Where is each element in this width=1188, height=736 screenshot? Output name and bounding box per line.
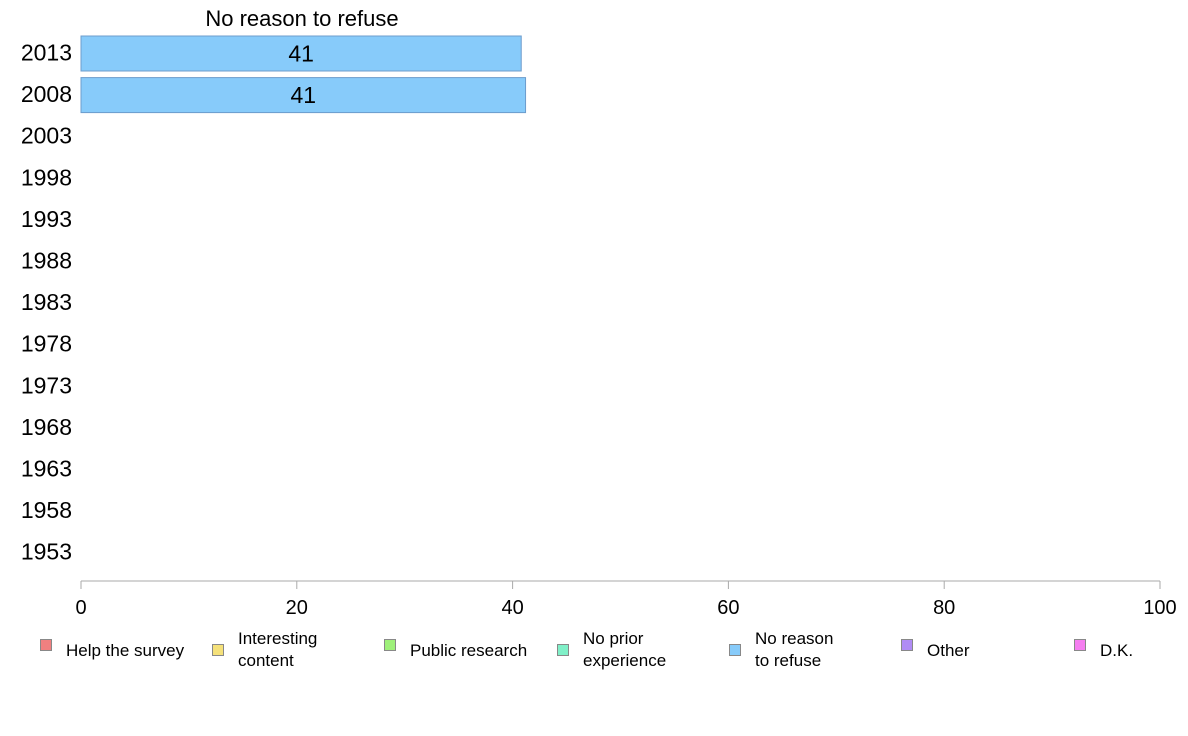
y-tick-label: 1978 bbox=[21, 331, 72, 357]
legend-item-public-research: Public research bbox=[384, 628, 527, 662]
x-tick-label: 0 bbox=[75, 597, 86, 619]
legend-label: No prior experience bbox=[583, 629, 667, 670]
y-tick-label: 1963 bbox=[21, 456, 72, 482]
legend: Help the survey Interesting content Publ… bbox=[0, 628, 1188, 678]
legend-label: No reason to refuse bbox=[755, 629, 834, 670]
y-tick-label: 1993 bbox=[21, 206, 72, 232]
legend-item-no-reason-to-refuse: No reason to refuse bbox=[729, 628, 833, 672]
y-tick-label: 1983 bbox=[21, 289, 72, 315]
legend-swatch bbox=[729, 644, 741, 656]
legend-label: Other bbox=[927, 641, 970, 660]
x-tick-label: 40 bbox=[501, 597, 523, 619]
legend-label: Interesting content bbox=[238, 629, 318, 670]
y-tick-label: 1958 bbox=[21, 497, 72, 523]
legend-label: Public research bbox=[410, 641, 528, 660]
bar-value-label: 41 bbox=[288, 41, 314, 67]
legend-item-no-prior-experience: No prior experience bbox=[557, 628, 666, 672]
legend-item-help-the-survey: Help the survey bbox=[40, 628, 184, 662]
y-tick-label: 1968 bbox=[21, 414, 72, 440]
bar bbox=[80, 35, 522, 72]
legend-label: Help the survey bbox=[66, 641, 185, 660]
legend-swatch bbox=[40, 639, 52, 651]
y-tick-label: 1988 bbox=[21, 248, 72, 274]
legend-swatch bbox=[901, 639, 913, 651]
legend-label: D.K. bbox=[1100, 641, 1134, 660]
legend-swatch bbox=[557, 644, 569, 656]
x-tick-label: 60 bbox=[717, 597, 739, 619]
x-tick-label: 20 bbox=[286, 597, 308, 619]
y-tick-label: 2008 bbox=[21, 81, 72, 107]
legend-swatch bbox=[1074, 639, 1086, 651]
y-tick-label: 1973 bbox=[21, 372, 72, 398]
legend-item-other: Other bbox=[901, 628, 970, 662]
legend-item-dk: D.K. bbox=[1074, 628, 1133, 662]
y-tick-label: 1998 bbox=[21, 164, 72, 190]
legend-swatch bbox=[384, 639, 396, 651]
y-tick-label: 2013 bbox=[21, 40, 72, 66]
header-label: No reason to refuse bbox=[205, 6, 398, 31]
y-tick-label: 1953 bbox=[21, 539, 72, 565]
bar-value-label: 41 bbox=[290, 82, 316, 108]
x-tick-label: 100 bbox=[1143, 597, 1176, 619]
y-tick-label: 2003 bbox=[21, 123, 72, 149]
x-tick-label: 80 bbox=[933, 597, 955, 619]
bar bbox=[80, 77, 527, 114]
legend-swatch bbox=[212, 644, 224, 656]
legend-item-interesting-content: Interesting content bbox=[212, 628, 317, 672]
